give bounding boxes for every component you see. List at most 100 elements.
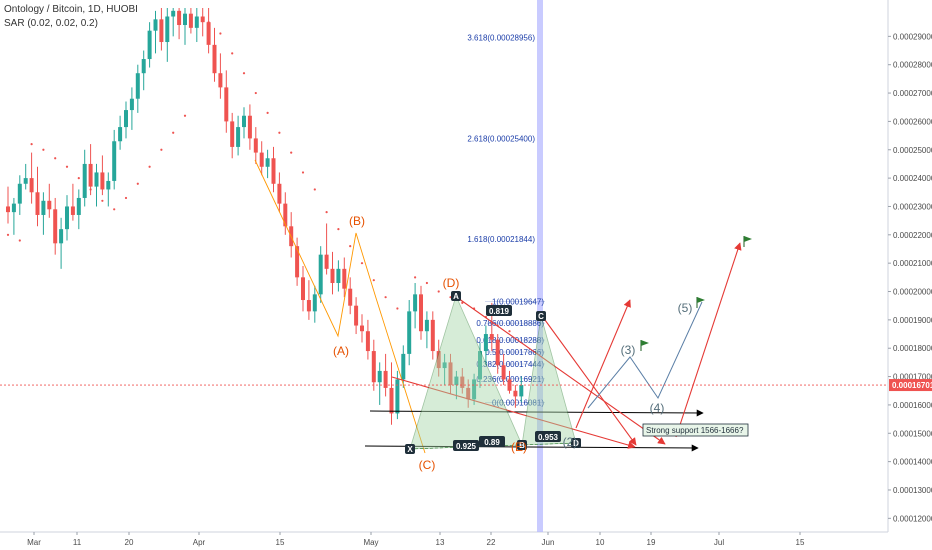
sar-dot bbox=[384, 296, 387, 299]
pattern-xd-line bbox=[409, 442, 577, 450]
price-tick-label: 0.00023000 bbox=[893, 202, 932, 211]
candle-up bbox=[147, 30, 152, 60]
sar-dot bbox=[148, 165, 151, 168]
candle-up bbox=[65, 206, 69, 230]
price-tick-label: 0.00019000 bbox=[893, 316, 932, 325]
price-tick-label: 0.00028000 bbox=[893, 61, 932, 70]
candle-up bbox=[442, 362, 447, 369]
price-tick-label: 0.00026000 bbox=[893, 117, 932, 126]
fib-retracement-label: 0.786(0.00018886) bbox=[476, 319, 544, 328]
candle-up bbox=[336, 268, 341, 284]
pattern-bcd bbox=[521, 315, 577, 446]
candle-down bbox=[371, 351, 376, 383]
indicator-label: SAR (0.02, 0.02, 0.2) bbox=[4, 18, 98, 29]
sar-dot bbox=[113, 208, 116, 211]
support-annotation-text: Strong support 1566-1666? bbox=[646, 426, 744, 435]
sar-dot bbox=[219, 32, 222, 35]
candle-up bbox=[454, 376, 459, 386]
candle-up bbox=[236, 127, 241, 147]
sar-dots bbox=[6, 21, 511, 333]
pattern-point-badge bbox=[517, 440, 527, 450]
candle-up bbox=[82, 163, 87, 198]
candle-down bbox=[460, 376, 465, 388]
sar-dot bbox=[6, 233, 10, 236]
ratio-badge bbox=[453, 440, 479, 451]
impulse-path bbox=[587, 301, 703, 409]
wave-label: (E) bbox=[511, 440, 527, 454]
time-tick-label: 15 bbox=[276, 538, 285, 547]
sar-dot bbox=[183, 114, 187, 117]
time-axis[interactable]: Mar 11 20 Apr 15 May 13 22 Jun 10 19 Jul 15 bbox=[27, 532, 805, 547]
price-tick-label: 0.00025000 bbox=[893, 146, 932, 155]
sar-dot bbox=[30, 142, 33, 146]
candle-down bbox=[277, 183, 282, 204]
candle-up bbox=[59, 229, 64, 244]
ratio-label: 0.819 bbox=[489, 307, 510, 316]
pattern-point-badge bbox=[571, 438, 581, 448]
candle-down bbox=[430, 319, 435, 352]
candle-up bbox=[318, 254, 323, 295]
candle-down bbox=[389, 387, 394, 414]
candle-down bbox=[70, 206, 75, 215]
pattern-point-label: X bbox=[407, 445, 413, 454]
candle-down bbox=[342, 268, 347, 289]
price-tick-label: 0.00021000 bbox=[893, 259, 932, 268]
price-tick-label: 0.00015000 bbox=[893, 429, 932, 438]
price-tick-label: 0.00027000 bbox=[893, 89, 932, 98]
candle-down bbox=[247, 115, 252, 139]
time-tick-label: 19 bbox=[647, 538, 656, 547]
candle-up bbox=[312, 294, 317, 312]
candle-up bbox=[242, 115, 246, 128]
candle-down bbox=[200, 16, 205, 23]
price-tick-label: 0.00012000 bbox=[893, 514, 932, 523]
sar-dot bbox=[101, 199, 104, 202]
candle-down bbox=[436, 351, 441, 369]
candle-down bbox=[501, 365, 506, 380]
candle-down bbox=[6, 206, 10, 213]
candle-up bbox=[11, 203, 16, 213]
time-tick-label: 15 bbox=[796, 538, 805, 547]
sar-dot bbox=[508, 330, 511, 333]
candle-up bbox=[124, 110, 128, 128]
time-tick-label: 11 bbox=[73, 538, 82, 547]
flag-icon bbox=[641, 340, 649, 346]
candle-down bbox=[466, 387, 471, 400]
candle-down bbox=[253, 138, 258, 153]
pattern-point-label: D bbox=[573, 439, 579, 448]
sar-dot bbox=[349, 245, 352, 248]
candle-down bbox=[495, 339, 500, 366]
candle-down bbox=[206, 22, 211, 45]
price-axis[interactable]: 0.00029000 0.00028000 0.00027000 0.00026000… bbox=[0, 32, 932, 523]
pattern-point-label: B bbox=[519, 441, 525, 450]
wave-label: (4) bbox=[650, 401, 665, 415]
price-tick-label: 0.00017000 bbox=[893, 373, 932, 382]
candle-up bbox=[395, 379, 400, 414]
flag-icon bbox=[697, 297, 705, 303]
candle-up bbox=[41, 200, 46, 215]
grid bbox=[0, 0, 889, 533]
fib-highlight-band bbox=[537, 0, 543, 532]
candle-down bbox=[53, 209, 58, 244]
sar-dot bbox=[231, 52, 234, 55]
candle-up bbox=[401, 353, 406, 380]
candle-down bbox=[295, 246, 300, 278]
candle-up bbox=[153, 19, 158, 31]
pattern-point-badge bbox=[451, 291, 461, 301]
sar-dot bbox=[372, 279, 375, 282]
ratio-badge bbox=[535, 431, 561, 442]
sar-dot bbox=[54, 157, 57, 160]
harmonic-pattern: X A B C D 0.819 0.925 0.89 0.953 bbox=[405, 291, 581, 454]
wave-label: (5) bbox=[678, 301, 693, 315]
ratio-badge bbox=[479, 436, 505, 447]
price-tick-label: 0.00018000 bbox=[893, 344, 932, 353]
price-tick-label: 0.00014000 bbox=[893, 458, 932, 467]
ratio-label: 0.925 bbox=[456, 442, 477, 451]
candle-up bbox=[183, 13, 187, 26]
candle-down bbox=[365, 331, 370, 352]
ratio-label: 0.953 bbox=[538, 433, 559, 442]
candle-up bbox=[23, 178, 28, 184]
candle-down bbox=[383, 370, 388, 388]
sar-dot bbox=[425, 281, 428, 285]
fib-retracement-label: 0(0.00016081) bbox=[492, 399, 544, 408]
